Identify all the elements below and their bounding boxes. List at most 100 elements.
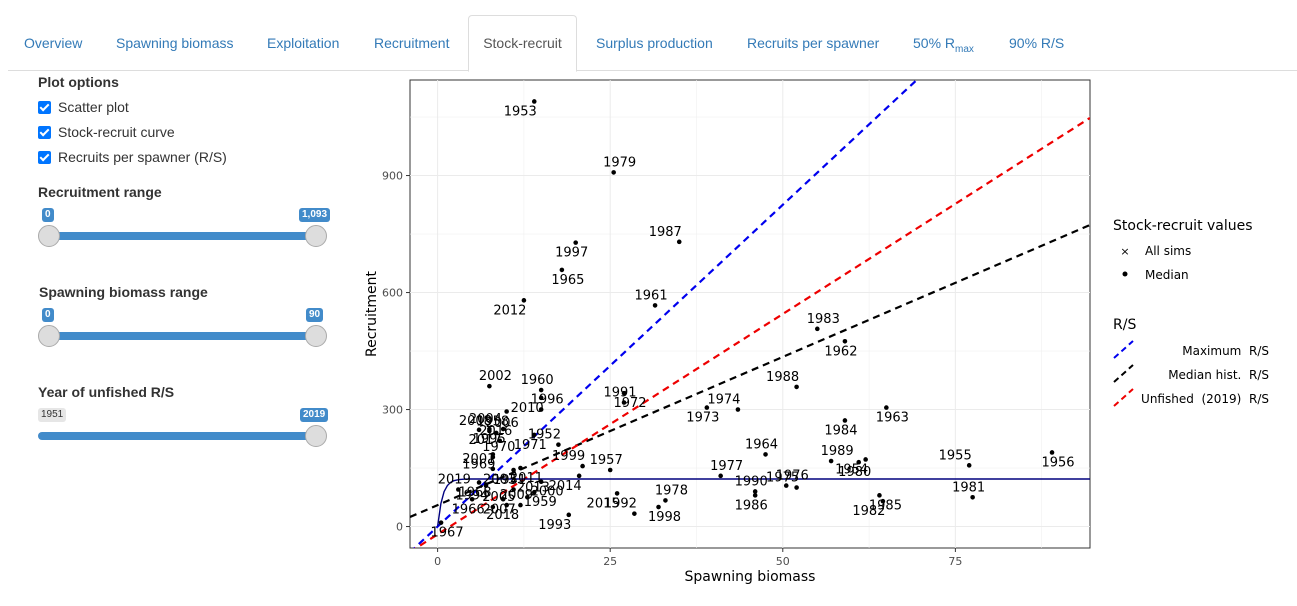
median-point-2013 bbox=[525, 495, 530, 500]
tab-stock-recruit[interactable]: Stock-recruit bbox=[468, 15, 577, 72]
median-point-1953 bbox=[531, 99, 537, 104]
median-point-1978 bbox=[663, 498, 668, 503]
median-point-1958 bbox=[504, 409, 509, 414]
year-label-2016: 2016 bbox=[479, 424, 512, 439]
year-label-1998: 1998 bbox=[648, 510, 681, 525]
checkbox-checked-icon[interactable] bbox=[38, 100, 51, 114]
year-label-1958: 1958 bbox=[476, 415, 509, 430]
year-label-1986: 1986 bbox=[735, 498, 768, 513]
year-label-2009: 2009 bbox=[500, 488, 533, 503]
checkbox-checked-icon[interactable] bbox=[38, 125, 51, 139]
median-point-1966 bbox=[469, 496, 475, 502]
year-label-1982: 1982 bbox=[852, 504, 885, 519]
median-point-1962 bbox=[842, 339, 848, 344]
unfished-year-title: Year of unfished R/S bbox=[38, 384, 175, 400]
unfished-year-handle[interactable] bbox=[305, 425, 327, 447]
tab-90-rs[interactable]: 90% R/S bbox=[1009, 35, 1065, 51]
tab-exploitation[interactable]: Exploitation bbox=[267, 35, 340, 51]
recruitment-range-slider[interactable] bbox=[48, 232, 316, 240]
year-label-2006: 2006 bbox=[486, 416, 519, 431]
legend-title-rs: R/S bbox=[1113, 317, 1136, 333]
year-label-1964: 1964 bbox=[745, 437, 778, 452]
median-point-1963 bbox=[884, 405, 889, 410]
year-label-2014: 2014 bbox=[549, 479, 582, 494]
median-point-2014 bbox=[576, 473, 582, 479]
checkbox-label: Recruits per spawner (R/S) bbox=[58, 149, 227, 165]
tab-recruits-per-spawner[interactable]: Recruits per spawner bbox=[747, 35, 880, 51]
recruitment-range-max-handle[interactable] bbox=[305, 225, 327, 247]
legend-max-rs: Maximum R/S bbox=[1182, 344, 1269, 358]
biomass-range-slider[interactable] bbox=[48, 332, 316, 340]
year-label-2002: 2002 bbox=[479, 369, 512, 384]
median-point-2011 bbox=[518, 465, 523, 471]
median-point-1959 bbox=[531, 489, 537, 495]
median-point-1974 bbox=[735, 407, 741, 412]
tab-overview[interactable]: Overview bbox=[24, 35, 83, 51]
year-label-1980: 1980 bbox=[838, 465, 871, 480]
median-point-1993 bbox=[566, 512, 572, 518]
biomass-range-min-handle[interactable] bbox=[38, 325, 60, 347]
median-point-2015 bbox=[614, 491, 620, 496]
median-point-1964 bbox=[763, 452, 768, 457]
year-label-2001: 2001 bbox=[462, 452, 495, 467]
recruitment-range-min-handle[interactable] bbox=[38, 225, 60, 247]
median-point-1968 bbox=[476, 480, 482, 485]
legend-all-sims-icon: × bbox=[1120, 245, 1129, 258]
unfished-year-slider[interactable] bbox=[38, 432, 316, 440]
year-label-1985: 1985 bbox=[869, 498, 902, 513]
median-point-1984 bbox=[842, 418, 848, 423]
median-point-2012 bbox=[521, 298, 527, 303]
year-label-1975: 1975 bbox=[766, 471, 799, 486]
median-point-1988 bbox=[794, 384, 799, 390]
year-label-1983: 1983 bbox=[807, 312, 840, 327]
median-point-1967 bbox=[438, 520, 444, 525]
rs-lines bbox=[410, 80, 1090, 548]
year-label-1966: 1966 bbox=[452, 502, 485, 517]
year-label-1996: 1996 bbox=[531, 393, 564, 408]
max-rs-line bbox=[412, 80, 919, 548]
biomass-range-max-handle[interactable] bbox=[305, 325, 327, 347]
median-point-1992 bbox=[632, 511, 637, 516]
checkbox-scatter-plot[interactable]: Scatter plot bbox=[38, 99, 129, 115]
median-point-1986 bbox=[752, 493, 758, 498]
biomass-range-max-badge: 90 bbox=[306, 308, 324, 322]
year-label-2018: 2018 bbox=[486, 508, 519, 523]
legend-median-icon bbox=[1122, 271, 1128, 277]
year-label-1997: 1997 bbox=[555, 246, 588, 261]
checkbox-recruits-per-spawner[interactable]: Recruits per spawner (R/S) bbox=[38, 149, 227, 165]
year-label-1959: 1959 bbox=[524, 495, 557, 510]
checkbox-stock-recruit-curve[interactable]: Stock-recruit curve bbox=[38, 124, 175, 140]
median-hist-rs-line bbox=[410, 223, 1090, 518]
tab-surplus-production[interactable]: Surplus production bbox=[596, 35, 713, 51]
legend-unfished-icon bbox=[1113, 388, 1134, 407]
checkbox-checked-icon[interactable] bbox=[38, 150, 51, 164]
median-point-1952 bbox=[556, 442, 561, 447]
median-point-2002 bbox=[487, 383, 492, 389]
y-tick-label: 600 bbox=[382, 287, 403, 300]
unfished-rs-line bbox=[414, 116, 1090, 548]
median-point-1976 bbox=[783, 483, 789, 488]
median-point-1957 bbox=[607, 467, 613, 473]
year-label-2015: 2015 bbox=[587, 496, 620, 511]
x-tick-label: 50 bbox=[776, 555, 790, 568]
legend-median: Median bbox=[1145, 268, 1189, 282]
recruitment-range-min-badge: 0 bbox=[42, 208, 54, 222]
year-label-2013: 2013 bbox=[517, 480, 550, 495]
median-point-1987 bbox=[676, 239, 682, 245]
tab-recruitment[interactable]: Recruitment bbox=[374, 35, 450, 51]
tab-spawning-biomass[interactable]: Spawning biomass bbox=[116, 35, 234, 51]
checkbox-label: Stock-recruit curve bbox=[58, 124, 175, 140]
x-tick-label: 0 bbox=[434, 555, 441, 568]
y-tick-label: 900 bbox=[382, 170, 403, 183]
year-label-2004: 2004 bbox=[469, 412, 502, 427]
median-point-2004 bbox=[487, 426, 492, 432]
year-label-1974: 1974 bbox=[707, 393, 740, 408]
median-point-1995 bbox=[500, 426, 506, 432]
year-label-1993: 1993 bbox=[538, 518, 571, 533]
tab-50-rmax[interactable]: 50% Rmax bbox=[913, 15, 974, 71]
median-point-1972 bbox=[621, 390, 627, 396]
year-label-1987: 1987 bbox=[649, 225, 682, 240]
year-label-1967: 1967 bbox=[431, 526, 464, 541]
y-tick-label: 300 bbox=[382, 404, 403, 417]
